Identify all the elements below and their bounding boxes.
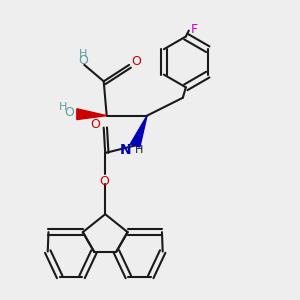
Text: O: O xyxy=(90,118,100,131)
Text: O: O xyxy=(132,56,142,68)
Text: N: N xyxy=(120,143,131,157)
Text: H: H xyxy=(79,50,87,59)
Text: F: F xyxy=(191,22,198,36)
Text: O: O xyxy=(64,106,74,119)
Text: O: O xyxy=(78,54,88,67)
Text: H: H xyxy=(134,145,143,155)
Polygon shape xyxy=(77,109,107,119)
Text: O: O xyxy=(99,175,109,188)
Text: H: H xyxy=(59,102,68,112)
Polygon shape xyxy=(130,116,147,147)
